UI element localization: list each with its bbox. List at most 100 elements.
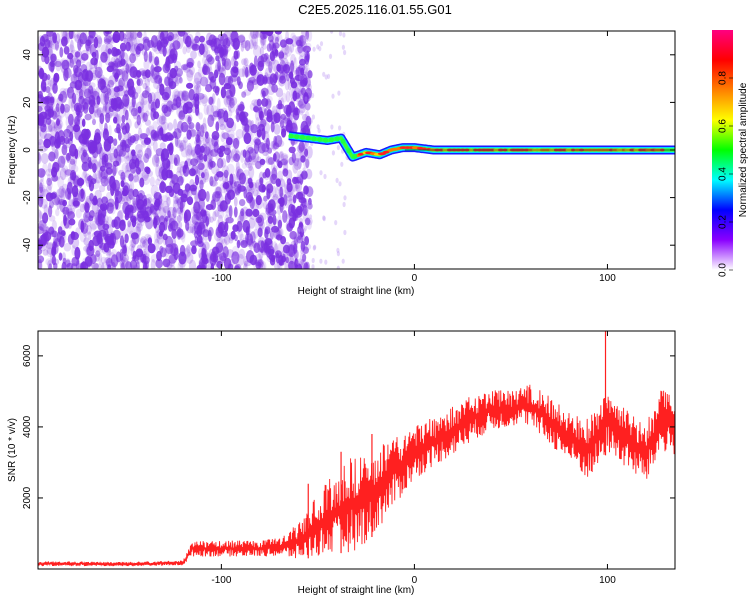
noise-speck: [198, 167, 204, 177]
noise-speck: [224, 221, 229, 233]
noise-speck: [255, 195, 262, 206]
noise-speck: [166, 264, 176, 269]
noise-speck: [244, 150, 251, 163]
noise-speck: [64, 168, 70, 178]
noise-speck: [229, 97, 234, 107]
noise-speck: [150, 129, 157, 139]
noise-speck: [161, 95, 169, 103]
noise-speck: [225, 89, 233, 99]
noise-speck: [205, 216, 209, 227]
noise-speck: [200, 94, 208, 104]
noise-speck: [200, 209, 207, 217]
noise-speck: [135, 51, 141, 57]
noise-speck: [299, 259, 308, 269]
noise-speck: [133, 174, 140, 183]
noise-speck: [155, 156, 160, 167]
noise-speck: [248, 39, 254, 50]
noise-speck: [124, 212, 130, 221]
noise-speck: [215, 61, 222, 71]
noise-speck: [172, 131, 178, 139]
noise-speck: [56, 135, 61, 147]
noise-speck: [160, 133, 169, 141]
noise-speck: [212, 111, 219, 120]
noise-speck: [135, 250, 144, 261]
noise-speck: [198, 43, 207, 54]
noise-speck: [322, 215, 326, 221]
noise-speck: [279, 200, 284, 213]
noise-speck: [209, 216, 214, 223]
noise-speck: [38, 186, 44, 198]
noise-speck: [60, 230, 66, 237]
noise-speck: [38, 146, 47, 153]
noise-speck: [255, 197, 264, 209]
ridge-hotspot: [300, 134, 305, 140]
noise-speck: [303, 71, 309, 80]
noise-speck: [86, 197, 92, 205]
noise-speck: [194, 35, 200, 44]
noise-speck: [259, 246, 265, 253]
noise-speck: [128, 173, 134, 182]
spectrogram-content: [38, 31, 675, 269]
noise-speck: [124, 96, 130, 108]
noise-speck: [123, 244, 127, 257]
noise-speck: [208, 159, 214, 170]
noise-speck: [173, 61, 182, 70]
noise-speck: [220, 131, 226, 143]
noise-speck: [273, 135, 278, 146]
noise-speck: [180, 148, 189, 158]
noise-speck: [229, 156, 235, 163]
noise-speck: [85, 61, 93, 72]
noise-speck: [238, 248, 246, 259]
noise-speck: [298, 226, 302, 232]
noise-speck: [263, 52, 269, 60]
noise-speck: [118, 106, 126, 119]
noise-speck: [201, 123, 207, 134]
noise-speck: [173, 154, 181, 167]
noise-speck: [277, 33, 283, 46]
noise-speck: [164, 248, 170, 258]
noise-speck: [191, 43, 200, 51]
snr-axes: -100 0 100 2000 4000 6000: [22, 331, 675, 586]
noise-speck: [185, 148, 192, 161]
noise-speck: [297, 43, 302, 50]
noise-speck: [302, 167, 306, 173]
noise-speck: [103, 242, 110, 253]
noise-speck: [217, 66, 223, 75]
noise-speck: [140, 133, 149, 146]
noise-speck: [254, 111, 263, 121]
noise-speck: [186, 244, 191, 254]
noise-speck: [198, 112, 203, 120]
noise-speck: [128, 188, 135, 200]
noise-speck: [141, 44, 148, 56]
noise-speck: [170, 70, 179, 83]
figure-title: C2E5.2025.116.01.55.G01: [298, 2, 452, 17]
x-tick-label: -100: [211, 273, 231, 284]
noise-speck: [307, 70, 313, 79]
noise-speck: [38, 71, 44, 78]
noise-speck: [125, 261, 132, 269]
noise-speck: [124, 98, 130, 110]
noise-speck: [288, 217, 295, 229]
colorbar: 0.0 0.2 0.4 0.6 0.8 Normalized spectral ampl…: [712, 30, 749, 277]
noise-speck: [288, 146, 296, 154]
noise-speck: [203, 146, 211, 156]
noise-speck: [140, 98, 145, 109]
noise-speck: [285, 190, 294, 199]
noise-speck: [154, 213, 159, 224]
noise-speck: [119, 219, 126, 232]
noise-speck: [271, 225, 280, 233]
noise-speck: [279, 151, 284, 160]
noise-speck: [271, 160, 275, 173]
noise-speck: [162, 46, 167, 57]
noise-speck: [284, 187, 292, 198]
noise-speck: [300, 110, 304, 116]
noise-speck: [160, 115, 166, 125]
noise-speck: [299, 58, 306, 66]
noise-speck: [289, 62, 295, 75]
noise-speck: [79, 132, 85, 140]
noise-speck: [154, 230, 161, 244]
noise-speck: [130, 245, 135, 256]
noise-speck: [241, 65, 246, 78]
noise-speck: [292, 176, 298, 185]
noise-speck: [305, 261, 310, 269]
